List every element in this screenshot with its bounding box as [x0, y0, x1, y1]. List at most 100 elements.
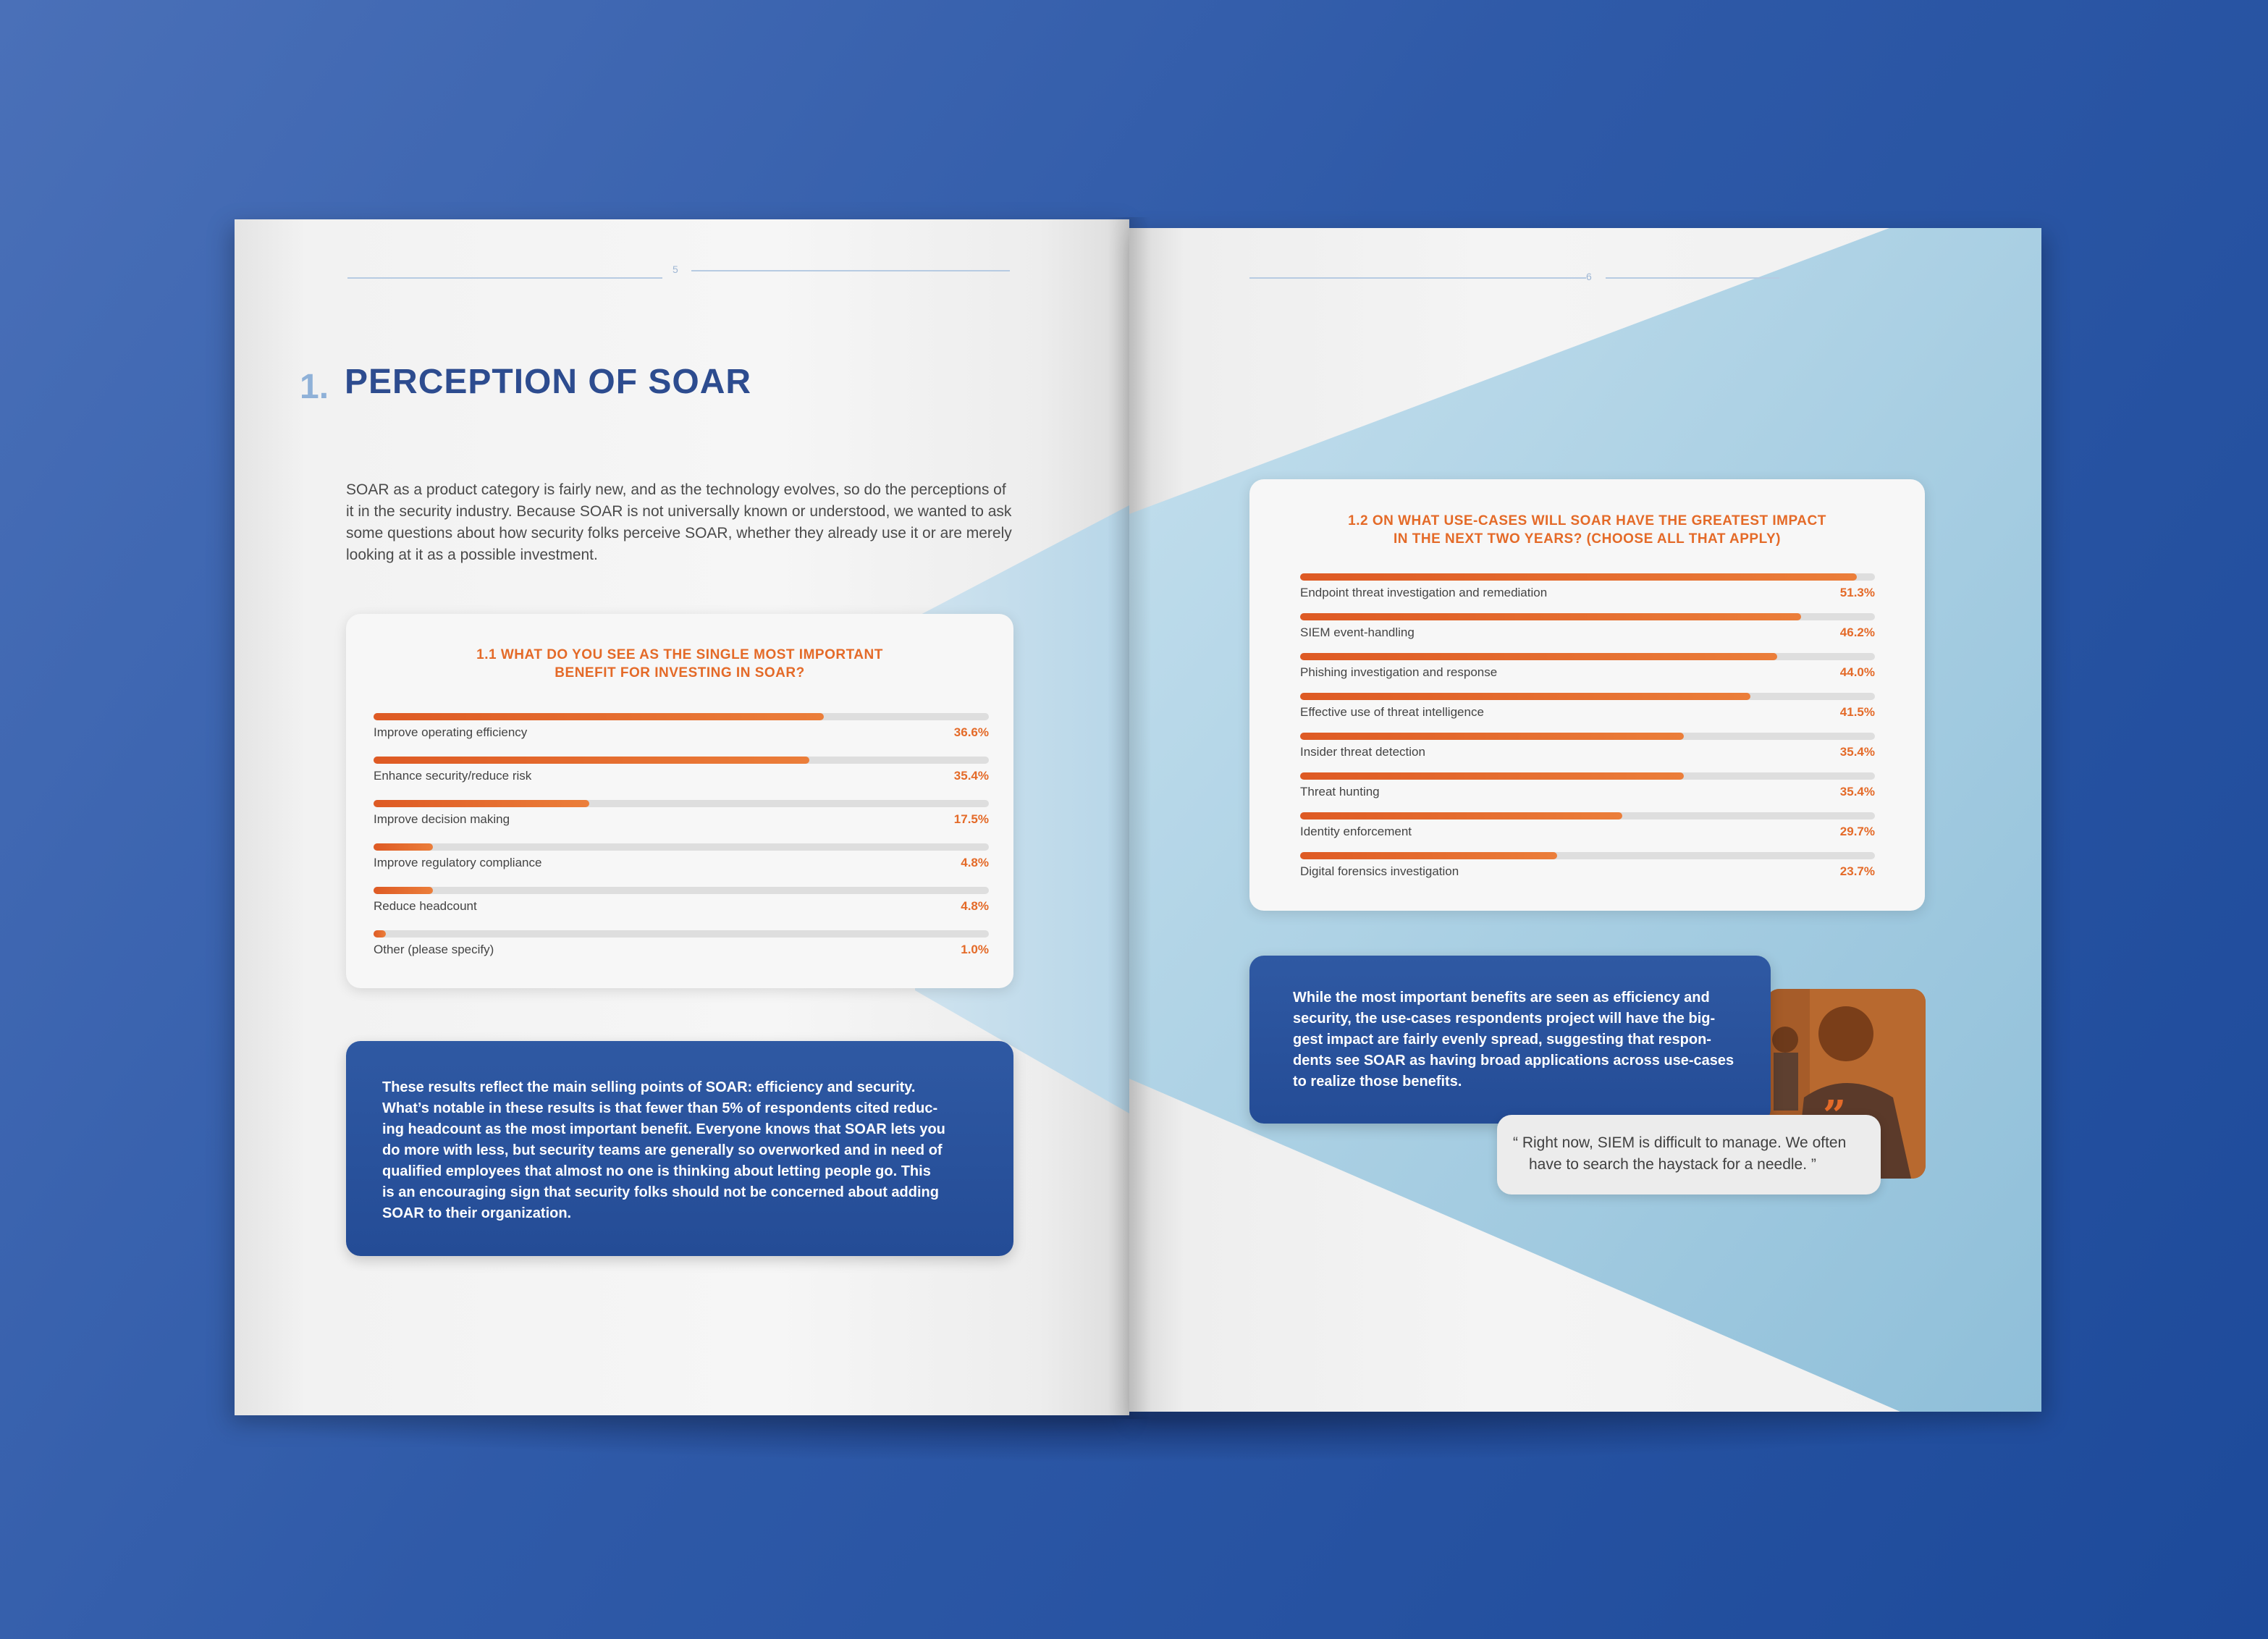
quote-line: have to search the haystack for a needle…: [1529, 1156, 1816, 1173]
bar-track: [1300, 573, 1875, 581]
bar-value: 17.5%: [953, 812, 989, 826]
bar-row: Improve decision making 17.5%: [374, 800, 989, 829]
bar-row: Improve operating efficiency 36.6%: [374, 713, 989, 742]
bar-track: [1300, 653, 1875, 660]
bar-fill: [1300, 653, 1778, 660]
header-rule-right-a: [1249, 277, 1586, 279]
bar-label: Improve decision making: [374, 812, 510, 826]
summary-line: gest impact are fairly evenly spread, su…: [1293, 1032, 1711, 1048]
section-title: PERCEPTION OF SOAR: [345, 363, 752, 401]
summary-line: do more with less, but security teams ar…: [382, 1142, 943, 1158]
bar-row: Identity enforcement 29.7%: [1300, 812, 1875, 841]
quote-text: “ Right now, SIEM is difficult to manage…: [1513, 1132, 1875, 1176]
bar-fill: [1300, 852, 1558, 859]
bar-label: Identity enforcement: [1300, 825, 1412, 838]
chart-title-line: BENEFIT FOR INVESTING IN SOAR?: [555, 665, 805, 681]
bar-track: [374, 930, 989, 938]
summary-line: ing headcount as the most important bene…: [382, 1121, 945, 1137]
bar-fill: [374, 800, 589, 807]
header-rule-left-a: [347, 277, 662, 279]
bar-label: Effective use of threat intelligence: [1300, 705, 1484, 719]
chart-title: 1.2 ON WHAT USE-CASES WILL SOAR HAVE THE…: [1249, 512, 1925, 548]
bar-value: 4.8%: [961, 856, 989, 869]
summary-line: What’s notable in these results is that …: [382, 1100, 938, 1116]
benefit-chart-card: 1.1 WHAT DO YOU SEE AS THE SINGLE MOST I…: [346, 614, 1013, 988]
bar-fill: [374, 713, 825, 720]
bar-row: Threat hunting 35.4%: [1300, 772, 1875, 801]
bar-label: Reduce headcount: [374, 899, 477, 913]
chart-title-line: 1.2 ON WHAT USE-CASES WILL SOAR HAVE THE…: [1348, 513, 1826, 528]
bar-value: 41.5%: [1839, 705, 1875, 719]
bar-fill: [1300, 772, 1685, 780]
use-case-summary-box: While the most important benefits are se…: [1249, 956, 1771, 1124]
bar-fill: [374, 757, 809, 764]
bar-track: [1300, 812, 1875, 820]
bar-track: [374, 713, 989, 720]
bar-track: [374, 757, 989, 764]
bar-row: SIEM event-handling 46.2%: [1300, 613, 1875, 642]
bar-row: Enhance security/reduce risk 35.4%: [374, 757, 989, 785]
quote-line: “ Right now, SIEM is difficult to manage…: [1513, 1134, 1847, 1151]
bar-value: 51.3%: [1839, 586, 1875, 599]
bar-value: 35.4%: [1839, 785, 1875, 799]
page-number-right: 6: [1586, 271, 1592, 282]
use-case-chart-card: 1.2 ON WHAT USE-CASES WILL SOAR HAVE THE…: [1249, 479, 1925, 911]
bar-value: 4.8%: [961, 899, 989, 913]
bar-value: 35.4%: [1839, 745, 1875, 759]
bar-fill: [374, 887, 433, 894]
header-rule-left-b: [691, 270, 1010, 271]
bar-track: [1300, 772, 1875, 780]
section-number: 1.: [300, 368, 329, 406]
summary-line: security, the use-cases respondents proj…: [1293, 1011, 1716, 1027]
bar-fill: [1300, 613, 1802, 620]
bar-value: 29.7%: [1839, 825, 1875, 838]
bar-value: 46.2%: [1839, 625, 1875, 639]
bar-label: Insider threat detection: [1300, 745, 1425, 759]
summary-line: qualified employees that almost no one i…: [382, 1163, 931, 1179]
bar-fill: [1300, 693, 1750, 700]
bar-value: 1.0%: [961, 943, 989, 956]
intro-paragraph: SOAR as a product category is fairly new…: [346, 479, 1023, 566]
bar-track: [1300, 613, 1875, 620]
bar-value: 44.0%: [1839, 665, 1875, 679]
bar-label: Endpoint threat investigation and remedi…: [1300, 586, 1548, 599]
summary-line: to realize those benefits.: [1293, 1074, 1462, 1090]
summary-line: is an encouraging sign that security fol…: [382, 1184, 939, 1200]
bar-row: Improve regulatory compliance 4.8%: [374, 843, 989, 872]
chart-title-line: 1.1 WHAT DO YOU SEE AS THE SINGLE MOST I…: [476, 647, 883, 662]
summary-line: dents see SOAR as having broad applicati…: [1293, 1053, 1734, 1069]
bar-fill: [374, 843, 433, 851]
bar-track: [1300, 852, 1875, 859]
bar-value: 36.6%: [953, 725, 989, 739]
summary-line: SOAR to their organization.: [382, 1205, 572, 1221]
bar-label: Phishing investigation and response: [1300, 665, 1498, 679]
chart-title: 1.1 WHAT DO YOU SEE AS THE SINGLE MOST I…: [346, 646, 1013, 682]
bar-label: Threat hunting: [1300, 785, 1380, 799]
bar-track: [1300, 733, 1875, 740]
benefit-summary-text: These results reflect the main selling p…: [382, 1077, 998, 1224]
summary-line: While the most important benefits are se…: [1293, 990, 1710, 1006]
chart-title-line: IN THE NEXT TWO YEARS? (CHOOSE ALL THAT …: [1394, 531, 1781, 547]
bar-fill: [1300, 812, 1622, 820]
bar-fill: [1300, 733, 1685, 740]
bar-track: [374, 843, 989, 851]
bar-row: Phishing investigation and response 44.0%: [1300, 653, 1875, 682]
testimonial-quote: “ Right now, SIEM is difficult to manage…: [1497, 1115, 1881, 1195]
bar-label: Improve operating efficiency: [374, 725, 528, 739]
bar-value: 23.7%: [1839, 864, 1875, 878]
bar-label: Enhance security/reduce risk: [374, 769, 532, 783]
bar-row: Insider threat detection 35.4%: [1300, 733, 1875, 762]
bar-label: SIEM event-handling: [1300, 625, 1415, 639]
bar-track: [374, 887, 989, 894]
bar-row: Reduce headcount 4.8%: [374, 887, 989, 916]
benefit-summary-box: These results reflect the main selling p…: [346, 1041, 1013, 1256]
bar-label: Other (please specify): [374, 943, 494, 956]
bar-row: Effective use of threat intelligence 41.5…: [1300, 693, 1875, 722]
bar-label: Improve regulatory compliance: [374, 856, 542, 869]
bar-label: Digital forensics investigation: [1300, 864, 1459, 878]
summary-line: These results reflect the main selling p…: [382, 1079, 916, 1095]
bar-fill: [1300, 573, 1857, 581]
intro-line: some questions about how security folks …: [346, 525, 1012, 542]
bar-row: Endpoint threat investigation and remedi…: [1300, 573, 1875, 602]
header-rule-right-b: [1606, 277, 1779, 279]
